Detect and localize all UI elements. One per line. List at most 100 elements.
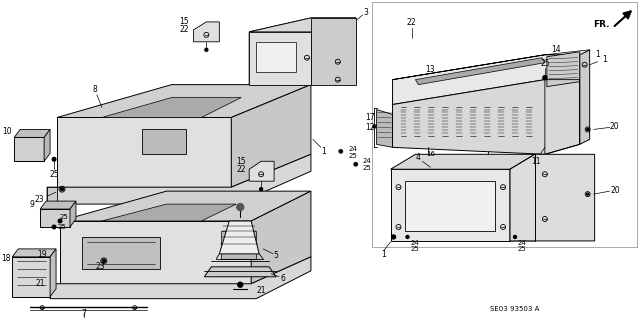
Polygon shape bbox=[221, 231, 256, 259]
Circle shape bbox=[406, 235, 409, 238]
Circle shape bbox=[355, 163, 356, 165]
Circle shape bbox=[340, 150, 342, 152]
Text: 25: 25 bbox=[58, 224, 67, 230]
Polygon shape bbox=[47, 187, 57, 204]
Polygon shape bbox=[256, 42, 296, 72]
Polygon shape bbox=[406, 181, 495, 231]
Text: 7: 7 bbox=[81, 309, 86, 318]
Circle shape bbox=[61, 188, 63, 191]
Polygon shape bbox=[510, 154, 535, 241]
Text: 25: 25 bbox=[410, 246, 419, 252]
Circle shape bbox=[237, 282, 243, 287]
Text: 20: 20 bbox=[610, 122, 620, 131]
Polygon shape bbox=[141, 130, 186, 154]
Circle shape bbox=[237, 204, 244, 211]
Polygon shape bbox=[249, 18, 356, 32]
Polygon shape bbox=[392, 50, 589, 80]
Polygon shape bbox=[102, 98, 241, 117]
Text: 23: 23 bbox=[35, 195, 44, 204]
Polygon shape bbox=[231, 85, 311, 187]
Text: 14: 14 bbox=[551, 45, 561, 54]
Polygon shape bbox=[102, 204, 236, 221]
Circle shape bbox=[102, 259, 106, 262]
Text: 21: 21 bbox=[35, 279, 45, 288]
Text: 5: 5 bbox=[274, 251, 278, 260]
Text: 1: 1 bbox=[381, 250, 386, 259]
Text: 4: 4 bbox=[416, 153, 421, 162]
Polygon shape bbox=[44, 130, 50, 161]
Polygon shape bbox=[47, 154, 311, 204]
Text: FR.: FR. bbox=[593, 20, 610, 29]
Polygon shape bbox=[12, 257, 50, 297]
Circle shape bbox=[587, 193, 589, 195]
Text: 15: 15 bbox=[236, 157, 246, 166]
Polygon shape bbox=[193, 22, 220, 42]
Circle shape bbox=[587, 129, 589, 130]
Text: 1: 1 bbox=[595, 50, 600, 59]
Text: 13: 13 bbox=[426, 65, 435, 74]
Polygon shape bbox=[60, 191, 311, 221]
Text: 25: 25 bbox=[349, 153, 358, 159]
Polygon shape bbox=[392, 55, 580, 105]
Polygon shape bbox=[60, 221, 251, 284]
Text: 2: 2 bbox=[406, 19, 411, 27]
Polygon shape bbox=[70, 201, 76, 227]
Polygon shape bbox=[57, 85, 311, 117]
Ellipse shape bbox=[230, 217, 250, 225]
Polygon shape bbox=[82, 237, 159, 269]
Text: 25: 25 bbox=[60, 214, 68, 220]
Text: 1: 1 bbox=[321, 147, 326, 156]
Text: 10: 10 bbox=[3, 127, 12, 136]
Polygon shape bbox=[12, 249, 56, 257]
Polygon shape bbox=[376, 109, 392, 147]
Text: 25: 25 bbox=[540, 59, 550, 68]
Text: 23: 23 bbox=[95, 262, 105, 271]
Circle shape bbox=[260, 188, 262, 191]
Polygon shape bbox=[220, 221, 259, 254]
Circle shape bbox=[52, 158, 56, 161]
Text: 25: 25 bbox=[363, 165, 371, 171]
Text: 22: 22 bbox=[180, 26, 189, 34]
Circle shape bbox=[373, 125, 376, 128]
Polygon shape bbox=[57, 117, 231, 187]
Text: 19: 19 bbox=[37, 250, 47, 259]
Text: 11: 11 bbox=[531, 157, 541, 166]
Text: 12: 12 bbox=[365, 123, 374, 132]
Polygon shape bbox=[311, 18, 356, 85]
Circle shape bbox=[205, 48, 208, 51]
Text: 24: 24 bbox=[410, 240, 419, 246]
Text: 2: 2 bbox=[410, 19, 415, 27]
Text: 6: 6 bbox=[280, 274, 285, 283]
Polygon shape bbox=[390, 169, 510, 241]
Text: 22: 22 bbox=[236, 165, 246, 174]
Text: 24: 24 bbox=[518, 240, 527, 246]
Polygon shape bbox=[390, 154, 535, 169]
Text: 21: 21 bbox=[256, 286, 266, 295]
Polygon shape bbox=[14, 137, 44, 161]
Polygon shape bbox=[392, 80, 580, 154]
Text: 24: 24 bbox=[363, 158, 371, 164]
Polygon shape bbox=[415, 58, 545, 85]
Circle shape bbox=[543, 76, 547, 80]
Text: 1: 1 bbox=[602, 55, 607, 64]
Polygon shape bbox=[40, 209, 70, 227]
Circle shape bbox=[52, 225, 56, 229]
Polygon shape bbox=[580, 50, 589, 145]
Text: 18: 18 bbox=[1, 254, 10, 263]
Text: SE03 93503 A: SE03 93503 A bbox=[490, 306, 540, 312]
Circle shape bbox=[58, 219, 62, 223]
Text: 3: 3 bbox=[364, 8, 368, 18]
Circle shape bbox=[513, 235, 516, 238]
Polygon shape bbox=[40, 201, 76, 209]
Text: 25: 25 bbox=[518, 246, 527, 252]
Text: 15: 15 bbox=[180, 18, 189, 26]
Polygon shape bbox=[50, 257, 311, 299]
Text: 8: 8 bbox=[93, 85, 97, 94]
Polygon shape bbox=[249, 161, 274, 181]
Text: 24: 24 bbox=[349, 146, 358, 152]
Text: 25: 25 bbox=[49, 170, 59, 179]
Polygon shape bbox=[510, 154, 595, 241]
Polygon shape bbox=[249, 32, 311, 85]
Text: 20: 20 bbox=[611, 186, 620, 195]
Polygon shape bbox=[50, 249, 56, 297]
